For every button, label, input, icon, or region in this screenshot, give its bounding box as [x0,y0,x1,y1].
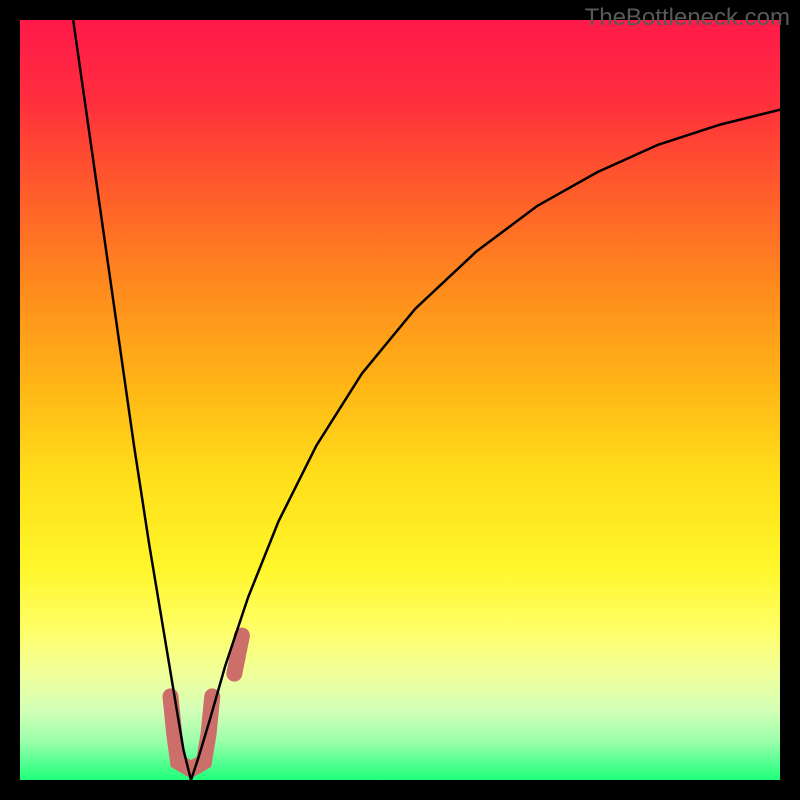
plot-background [20,20,780,780]
chart-stage: TheBottleneck.com [0,0,800,800]
chart-svg [0,0,800,800]
data-cluster-right [234,636,242,674]
